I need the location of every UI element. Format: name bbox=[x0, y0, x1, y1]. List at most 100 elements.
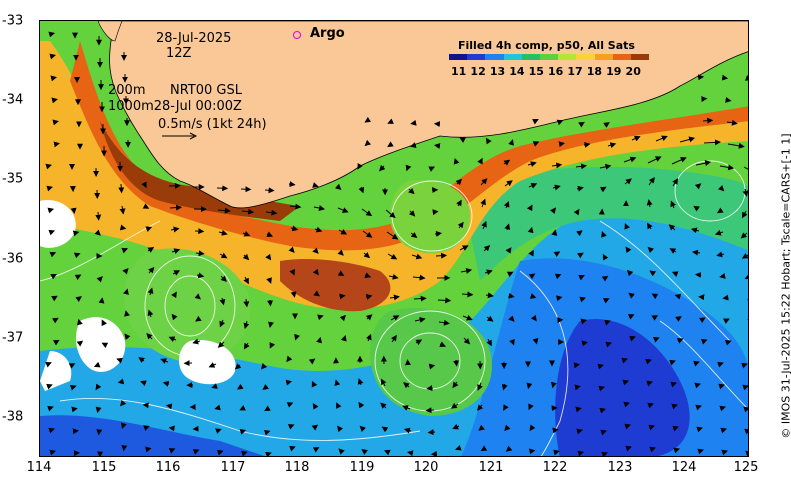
velocity-arrow bbox=[742, 188, 748, 197]
velocity-arrow bbox=[286, 355, 293, 363]
velocity-arrow bbox=[387, 118, 394, 124]
velocity-arrow bbox=[694, 183, 702, 190]
velocity-arrow bbox=[528, 249, 534, 257]
velocity-arrow bbox=[577, 450, 584, 456]
velocity-arrow bbox=[505, 247, 512, 254]
velocity-arrow bbox=[69, 384, 77, 391]
warm-current-band bbox=[40, 41, 748, 310]
velocity-arrow bbox=[527, 226, 534, 234]
velocity-arrow bbox=[386, 231, 399, 240]
velocity-arrow bbox=[391, 334, 397, 343]
mid-water-region bbox=[460, 166, 748, 281]
velocity-arrow bbox=[435, 252, 448, 259]
velocity-arrow bbox=[52, 119, 59, 126]
velocity-arrow bbox=[602, 298, 610, 304]
velocity-arrow bbox=[410, 119, 417, 126]
velocity-arrow bbox=[695, 160, 712, 167]
velocity-arrow bbox=[459, 245, 469, 251]
velocity-arrow bbox=[171, 248, 181, 255]
velocity-arrow bbox=[121, 247, 129, 254]
velocity-arrow bbox=[337, 207, 349, 213]
velocity-arrow bbox=[477, 157, 483, 165]
velocity-arrow bbox=[599, 186, 607, 193]
velocity-arrow bbox=[264, 405, 271, 412]
velocity-arrow bbox=[239, 428, 247, 435]
velocity-arrow bbox=[605, 341, 612, 348]
velocity-arrow bbox=[52, 339, 60, 346]
velocity-arrow bbox=[501, 383, 508, 391]
velocity-arrow bbox=[702, 117, 714, 124]
south-west-cool-patch bbox=[40, 415, 265, 456]
x-tick-121: 121 bbox=[478, 460, 504, 475]
product-name: NRT00 GSL bbox=[170, 83, 242, 98]
velocity-arrow bbox=[53, 141, 60, 148]
velocity-arrow bbox=[673, 447, 680, 454]
velocity-arrow bbox=[75, 296, 82, 303]
velocity-arrow bbox=[528, 183, 538, 189]
velocity-arrow bbox=[194, 293, 201, 300]
velocity-arrow bbox=[597, 363, 604, 370]
velocity-arrow bbox=[655, 135, 668, 142]
velocity-arrow bbox=[463, 337, 471, 345]
velocity-arrow bbox=[631, 135, 641, 142]
velocity-arrow bbox=[455, 178, 462, 186]
velocity-arrow bbox=[581, 340, 588, 347]
velocity-arrow bbox=[647, 246, 654, 254]
velocity-arrow bbox=[604, 319, 611, 326]
velocity-arrow bbox=[554, 273, 562, 280]
velocity-arrow bbox=[96, 276, 103, 283]
colorbar-segment bbox=[630, 54, 650, 60]
velocity-arrow bbox=[480, 445, 488, 452]
velocity-arrow bbox=[312, 403, 319, 410]
velocity-arrow bbox=[647, 402, 654, 409]
x-tick-119: 119 bbox=[349, 460, 375, 475]
velocity-arrow bbox=[337, 270, 345, 277]
velocity-arrow bbox=[217, 341, 225, 348]
velocity-arrow bbox=[215, 428, 222, 434]
velocity-arrow bbox=[508, 292, 515, 299]
coldest-water-patch bbox=[555, 319, 690, 456]
velocity-arrow bbox=[455, 444, 462, 451]
velocity-arrow bbox=[196, 272, 205, 279]
velocity-arrow bbox=[338, 448, 345, 455]
velocity-arrow bbox=[575, 406, 582, 413]
velocity-arrow bbox=[649, 270, 657, 277]
velocity-arrow bbox=[239, 404, 247, 411]
velocity-arrow bbox=[413, 295, 427, 302]
velocity-arrow bbox=[74, 274, 82, 281]
velocity-arrow bbox=[141, 181, 147, 189]
velocity-arrow bbox=[459, 137, 467, 143]
velocity-arrow bbox=[48, 229, 56, 236]
velocity-arrow bbox=[71, 406, 78, 413]
velocity-arrow bbox=[290, 225, 299, 232]
argo-label: Argo bbox=[310, 26, 345, 41]
velocity-arrow bbox=[602, 253, 609, 261]
velocity-arrow bbox=[266, 231, 274, 237]
velocity-arrow bbox=[241, 208, 255, 215]
velocity-arrow bbox=[462, 314, 473, 321]
velocity-arrow bbox=[45, 163, 52, 170]
velocity-arrow bbox=[403, 382, 410, 389]
velocity-arrow bbox=[601, 275, 609, 282]
sst-colorbar bbox=[449, 54, 650, 60]
cloud-gap-2 bbox=[178, 340, 236, 385]
velocity-arrow bbox=[509, 338, 515, 346]
velocity-arrow bbox=[359, 425, 366, 432]
velocity-arrow bbox=[288, 181, 296, 188]
velocity-arrow bbox=[621, 357, 628, 364]
velocity-arrow bbox=[365, 293, 373, 300]
velocity-arrow bbox=[453, 359, 460, 367]
velocity-arrow bbox=[599, 163, 612, 170]
scale-vector-label: 0.5m/s (1kt 24h) bbox=[158, 117, 267, 132]
velocity-arrow bbox=[549, 207, 557, 214]
velocity-arrow bbox=[169, 204, 183, 211]
velocity-arrow bbox=[287, 424, 295, 430]
y-tick-minus36: -36 bbox=[2, 251, 24, 267]
velocity-arrow bbox=[314, 226, 323, 233]
velocity-arrow bbox=[336, 402, 342, 410]
velocity-arrow bbox=[624, 223, 631, 230]
velocity-arrow bbox=[45, 362, 52, 368]
credit-text: © IMOS 31-Jul-2025 15:22 Hobart; Tscale=… bbox=[779, 133, 791, 438]
velocity-arrow bbox=[724, 339, 732, 346]
velocity-arrow bbox=[503, 200, 510, 209]
